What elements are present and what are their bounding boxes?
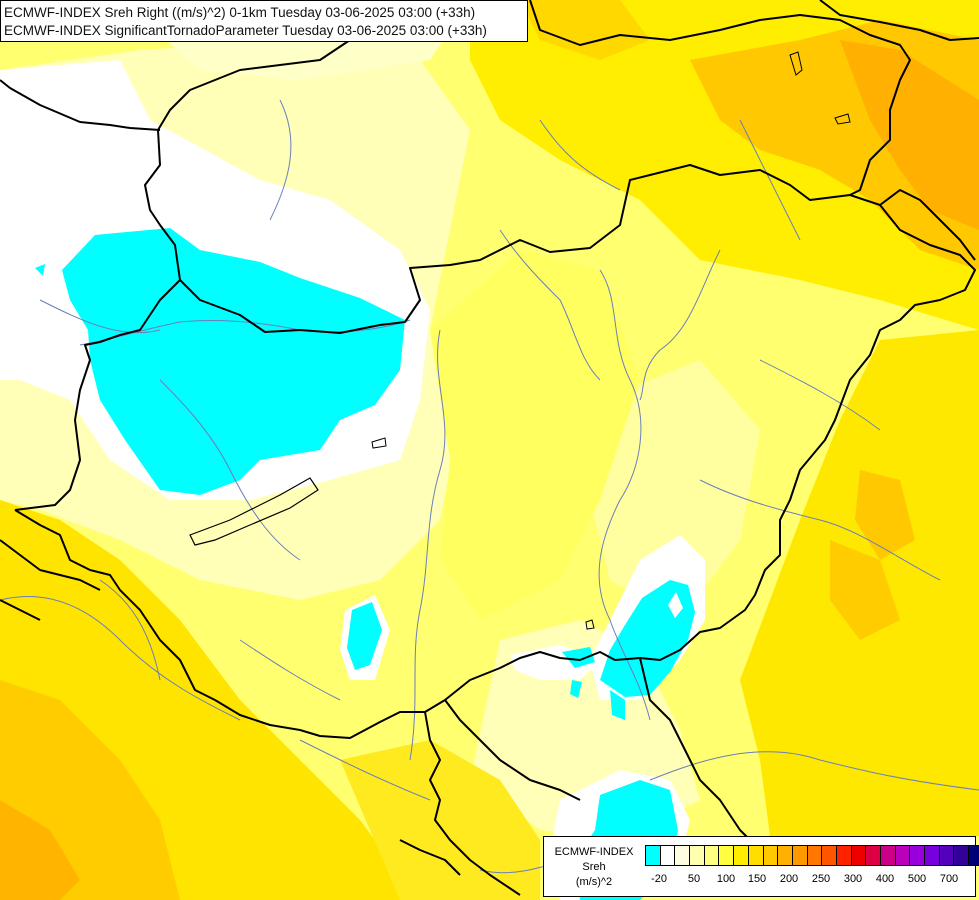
legend-swatch (924, 845, 940, 866)
legend-swatch (689, 845, 705, 866)
cyan-dot (35, 264, 45, 276)
legend-tick-label: 400 (875, 873, 895, 885)
legend-swatch (733, 845, 749, 866)
orange-field-east-2 (830, 540, 900, 640)
legend-swatch (894, 845, 911, 866)
legend-tick-label: 100 (716, 873, 736, 885)
rivers (0, 99, 979, 874)
legend-swatch (645, 845, 661, 866)
legend-tick-label: 250 (811, 873, 831, 885)
legend-label-line-2: Sreh (582, 861, 606, 873)
gold-field-south (340, 740, 540, 900)
legend-tick-label: 150 (747, 873, 767, 885)
legend-swatch (747, 845, 764, 866)
legend-swatch (938, 845, 955, 866)
white-hole-central (668, 592, 683, 618)
legend-tick-label: -20 (651, 873, 667, 885)
yellow-field-center (430, 250, 640, 620)
legend-swatch (791, 845, 808, 866)
pale-field-central (590, 360, 760, 620)
lake-small-center (371, 437, 387, 449)
lake-small-northeast (834, 113, 851, 125)
legend-tick-label: 500 (907, 873, 927, 885)
cyan-region-small (347, 602, 382, 670)
lake-small-south (585, 619, 595, 630)
cyan-region-west (62, 228, 405, 495)
legend-swatch (821, 845, 837, 866)
title-line-2: ECMWF-INDEX SignificantTornadoParameter … (4, 23, 487, 38)
orange-field-northeast-core (840, 40, 979, 230)
legend-swatch (703, 845, 720, 866)
legend-swatch (777, 845, 793, 866)
lake-balaton (189, 477, 319, 546)
legend-swatch (762, 845, 779, 866)
legend-tick-label: 300 (843, 873, 863, 885)
legend-swatch (909, 845, 926, 866)
legend-swatch (806, 845, 823, 866)
orange-field-southwest-core (0, 800, 80, 900)
legend-label-line-1: ECMWF-INDEX (554, 846, 634, 858)
legend-ticks: -20 50 100 150 200 250 300 400 500 700 (645, 873, 970, 889)
legend-swatch (968, 845, 979, 866)
title-line-1: ECMWF-INDEX Sreh Right ((m/s)^2) 0-1km T… (4, 5, 476, 20)
orange-field-east (855, 470, 915, 560)
legend-swatch (953, 845, 970, 866)
cyan-region-border-1 (562, 647, 595, 668)
legend-swatch (674, 845, 691, 866)
orange-field-north (520, 0, 650, 60)
legend-tick-label: 50 (687, 873, 701, 885)
color-legend: ECMWF-INDEX Sreh (m/s)^2 -20 50 100 150 200 2… (543, 836, 979, 897)
legend-swatch (880, 845, 896, 866)
legend-tick-label: 200 (779, 873, 799, 885)
map-title-box: ECMWF-INDEX Sreh Right ((m/s)^2) 0-1km T… (0, 0, 528, 42)
legend-swatch (659, 845, 676, 866)
legend-swatch (835, 845, 852, 866)
legend-swatch (865, 845, 881, 866)
legend-label: ECMWF-INDEX Sreh (m/s)^2 (544, 845, 644, 890)
legend-label-line-3: (m/s)^2 (575, 876, 613, 888)
legend-swatch (718, 845, 735, 866)
legend-tick-label: 700 (939, 873, 959, 885)
legend-swatch (850, 845, 867, 866)
cyan-region-border-3 (610, 690, 625, 720)
lake-small-north (789, 51, 803, 76)
legend-swatches (645, 845, 979, 866)
cyan-region-border-2 (570, 680, 582, 698)
